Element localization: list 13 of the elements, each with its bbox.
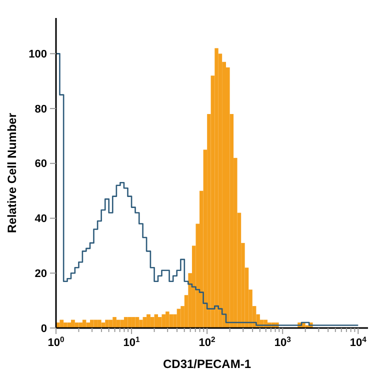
y-tick-label: 100 xyxy=(28,48,47,61)
y-tick-label: 60 xyxy=(34,158,47,170)
x-tick-label: 10$^{0}$ xyxy=(48,334,64,349)
y-tick-label: 20 xyxy=(34,268,47,280)
x-axis-title: CD31/PECAM-1 xyxy=(162,357,252,371)
y-tick-label: 80 xyxy=(34,103,47,116)
x-tick-label: 10$^{4}$ xyxy=(350,334,368,349)
y-axis-title: Relative Cell Number xyxy=(5,112,19,234)
y-tick-label: 0 xyxy=(40,322,47,335)
y-tick-label: 40 xyxy=(34,213,47,226)
x-tick-label: 10$^{1}$ xyxy=(123,334,141,349)
x-tick-label: 10$^{3}$ xyxy=(274,334,291,349)
x-tick-label: 10$^{2}$ xyxy=(198,334,216,349)
